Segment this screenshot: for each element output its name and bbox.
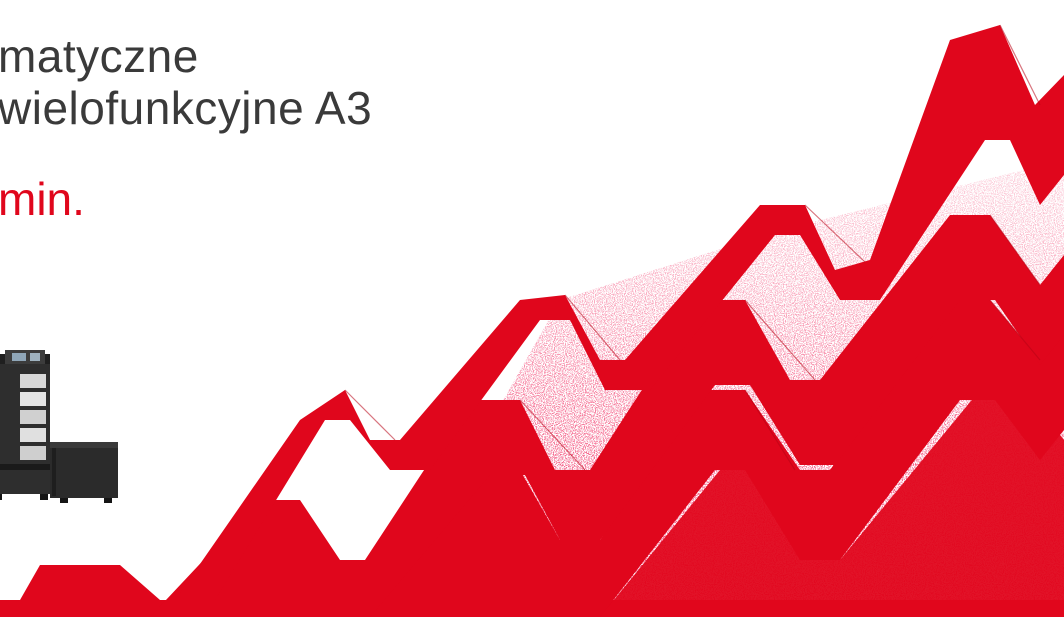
ribbon-seams bbox=[344, 24, 1041, 471]
multifunction-printer-image bbox=[0, 350, 118, 503]
zigzag-top bbox=[20, 25, 1064, 600]
zigzag-second bbox=[150, 215, 1064, 617]
headline-line-1: matyczne bbox=[0, 30, 199, 82]
speed-text: min. bbox=[0, 173, 85, 225]
headline: matyczne wielofunkcyjne A3 bbox=[0, 30, 372, 134]
zigzag-third bbox=[355, 300, 1064, 617]
headline-line-2: wielofunkcyjne A3 bbox=[0, 82, 373, 134]
zigzag-lower bbox=[600, 390, 1064, 617]
